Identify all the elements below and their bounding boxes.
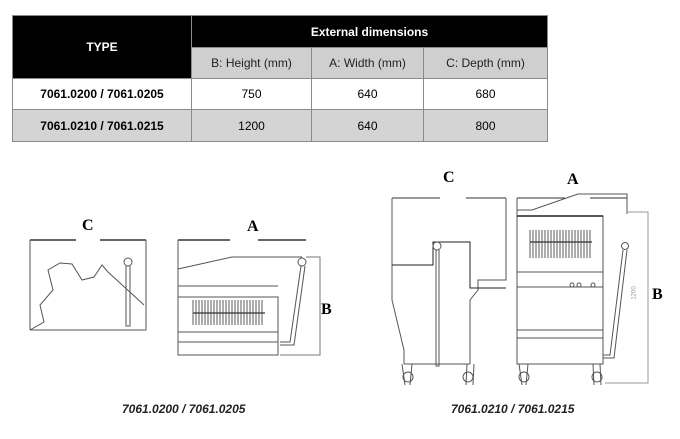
type-cell: 7061.0210 / 7061.0215	[12, 109, 192, 142]
height-cell: 750	[191, 78, 312, 110]
large-depth-label: C	[443, 169, 455, 186]
type-header: TYPE	[12, 15, 192, 79]
depth-cell: 800	[423, 109, 548, 142]
large-model-caption: 7061.0210 / 7061.0215	[451, 402, 575, 416]
small-width-label: A	[247, 218, 259, 235]
large-front-view	[516, 193, 649, 386]
small-height-label: B	[321, 301, 332, 318]
width-column-header: A: Width (mm)	[311, 47, 424, 79]
table-row: 7061.0200 / 7061.0205 750 640 680	[12, 78, 548, 110]
small-depth-label: C	[82, 217, 94, 234]
small-model-caption: 7061.0200 / 7061.0205	[122, 402, 246, 416]
small-side-view	[29, 239, 147, 331]
table-row: 7061.0210 / 7061.0215 1200 640 800	[12, 109, 548, 142]
width-cell: 640	[311, 78, 424, 110]
width-cell: 640	[311, 109, 424, 142]
large-side-view	[391, 197, 507, 386]
depth-column-header: C: Depth (mm)	[423, 47, 548, 79]
type-cell: 7061.0200 / 7061.0205	[12, 78, 192, 110]
dimensions-table: TYPE External dimensions B: Height (mm) …	[12, 15, 548, 142]
large-height-dimension: 1200	[631, 286, 638, 300]
depth-cell: 680	[423, 78, 548, 110]
height-cell: 1200	[191, 109, 312, 142]
large-width-label: A	[567, 171, 579, 188]
small-front-view	[177, 239, 321, 356]
large-height-label: B	[652, 286, 663, 303]
